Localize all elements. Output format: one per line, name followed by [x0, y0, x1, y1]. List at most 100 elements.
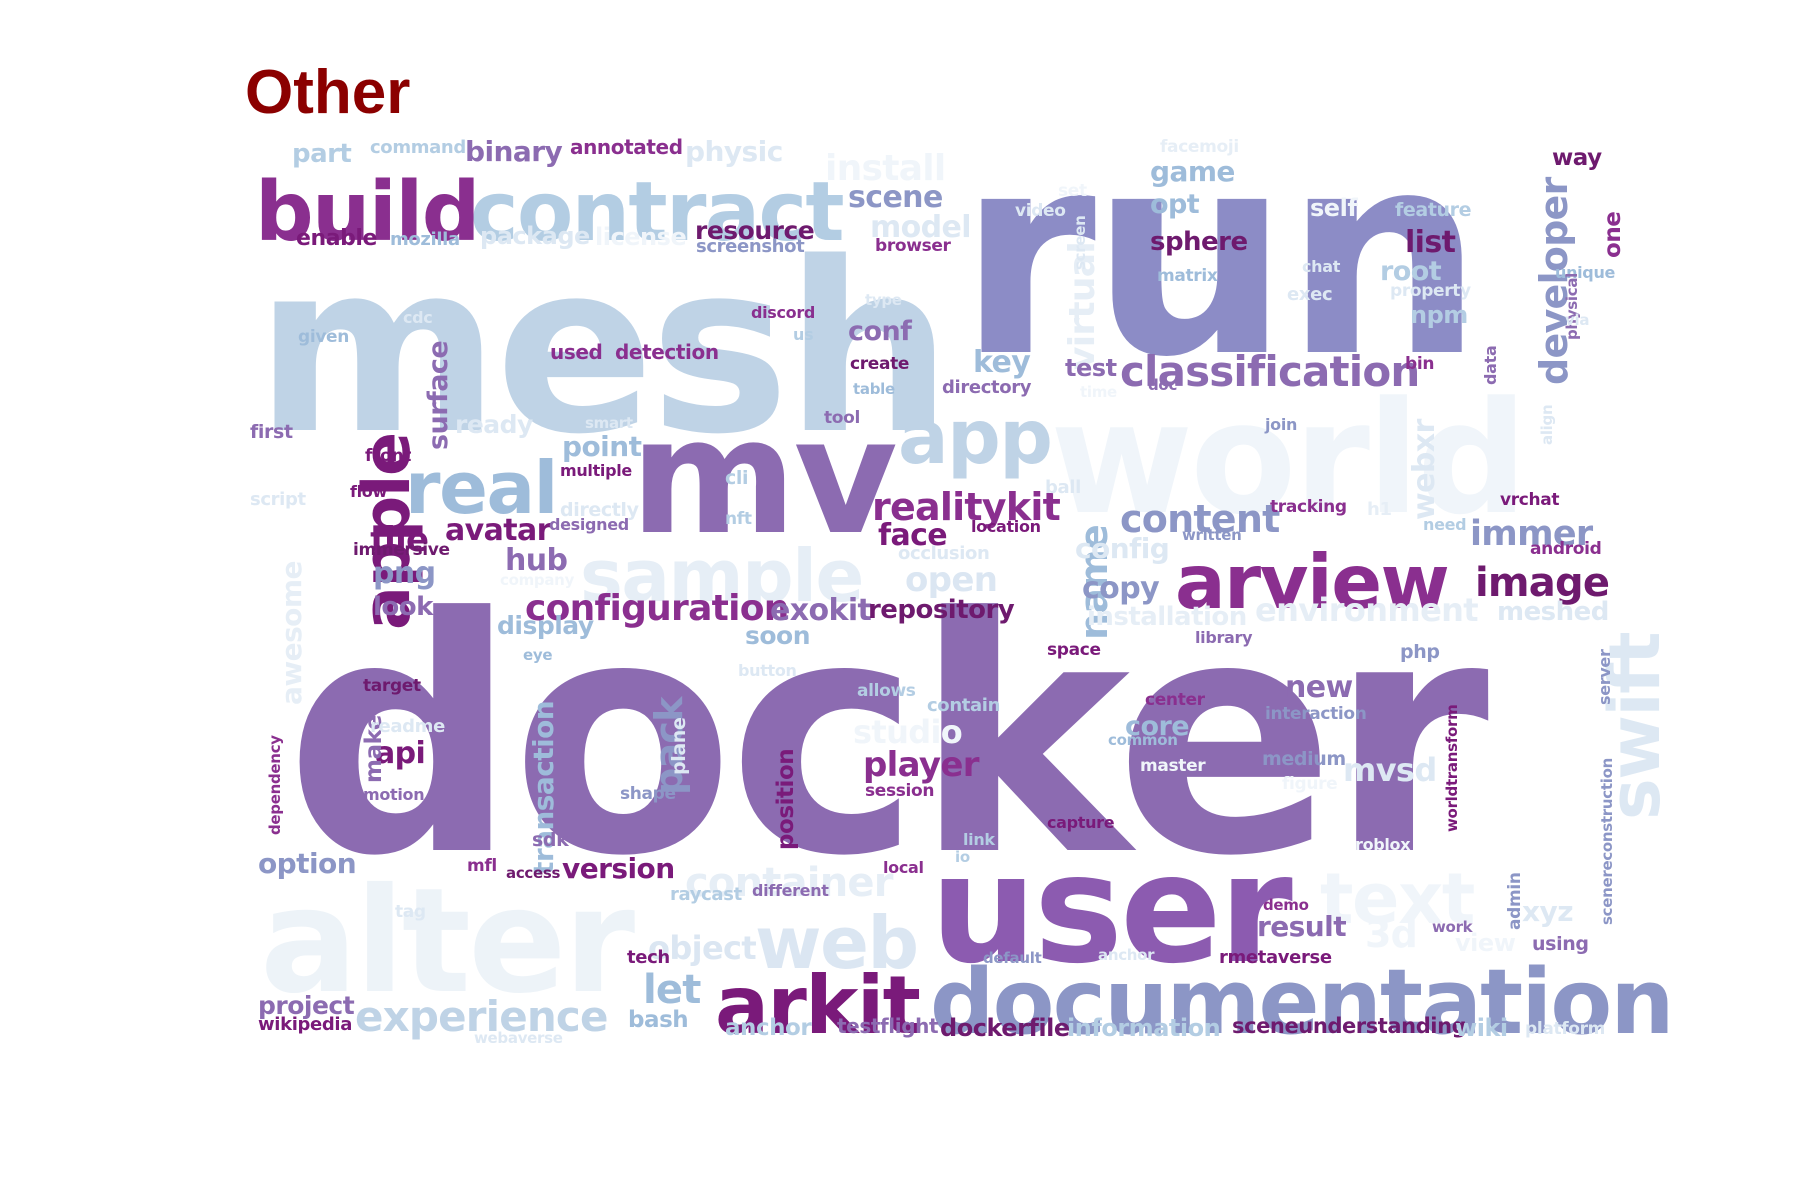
word-api: api: [375, 736, 426, 771]
word-world: world: [1050, 368, 1528, 549]
word-arkit: arkit: [715, 959, 921, 1052]
word-web: web: [755, 901, 919, 986]
word-resource: resource: [695, 216, 815, 245]
word-environment: environment: [1255, 591, 1479, 630]
word-need: need: [1423, 515, 1467, 535]
word-testflight: testflight: [837, 1014, 939, 1038]
word-flow: flow: [350, 482, 387, 502]
word-list: list: [1405, 225, 1456, 260]
word-wikipedia: wikipedia: [258, 1013, 352, 1035]
word-screenshot: screenshot: [696, 235, 805, 257]
word-face: face: [878, 518, 948, 553]
word-surface: surface: [423, 340, 454, 450]
word-file: file: [370, 519, 429, 560]
word-ready: ready: [455, 410, 533, 439]
word-session: session: [865, 781, 935, 802]
word-medium: medium: [1262, 747, 1346, 770]
word-open: open: [905, 559, 998, 600]
word-text: text: [1320, 858, 1475, 940]
word-3d: 3d: [1365, 911, 1418, 956]
word-scene: scene: [848, 180, 943, 215]
word-sample: sample: [580, 534, 864, 619]
word-self: self: [1310, 193, 1358, 222]
word-user: user: [930, 823, 1293, 997]
word-physical: physical: [1563, 272, 1581, 340]
word-via: via: [1565, 311, 1590, 329]
word-documentation: documentation: [930, 950, 1675, 1055]
word-space: space: [1047, 640, 1101, 661]
word-core: core: [1125, 711, 1190, 743]
word-image: image: [1475, 560, 1610, 606]
word-front: front: [365, 446, 411, 467]
word-app: app: [898, 393, 1053, 481]
word-npm: npm: [1410, 300, 1468, 329]
word-tag: tag: [395, 902, 426, 923]
word-let: let: [643, 967, 701, 1013]
word-install: install: [825, 148, 946, 190]
word-enable: enable: [296, 226, 377, 252]
word-real: real: [405, 446, 558, 531]
word-multiple: multiple: [560, 461, 632, 481]
word-vrchat: vrchat: [1500, 490, 1560, 511]
word-build: build: [255, 165, 480, 261]
word-one: one: [1600, 211, 1626, 258]
word-mfl: mfl: [467, 856, 497, 877]
word-align: align: [1538, 404, 1556, 445]
word-data: data: [1481, 345, 1500, 385]
word-master: master: [1140, 756, 1206, 777]
word-tech: tech: [627, 946, 670, 968]
word-company: company: [500, 571, 575, 589]
word-property: property: [1390, 281, 1471, 302]
word-wiki: wiki: [1455, 1013, 1508, 1042]
word-access: access: [506, 864, 561, 882]
word-center: center: [1145, 690, 1205, 711]
word-docker: docker: [285, 548, 1489, 927]
word-rmetaverse: rmetaverse: [1219, 946, 1332, 968]
word-unique: unique: [1555, 263, 1616, 283]
word-result: result: [1257, 909, 1347, 943]
word-browser: browser: [875, 236, 951, 257]
word-using: using: [1532, 932, 1589, 955]
word-mesh: mesh: [255, 213, 952, 486]
word-exec: exec: [1287, 283, 1333, 305]
word-anchor-192: anchor: [1098, 946, 1155, 964]
word-experience: experience: [355, 992, 608, 1042]
word-command: command: [370, 136, 466, 158]
word-detection: detection: [615, 340, 719, 364]
word-android: android: [1530, 539, 1602, 560]
word-join: join: [1265, 415, 1298, 435]
word-meshed: meshed: [1497, 597, 1609, 628]
word-bin: bin: [1405, 354, 1435, 375]
word-annotated: annotated: [570, 135, 683, 159]
word-package: package: [480, 221, 590, 250]
word-contract: contract: [470, 165, 845, 261]
word-exokit: exokit: [770, 593, 872, 628]
word-anchor: anchor: [725, 1014, 812, 1041]
word-dockerfile: dockerfile: [940, 1013, 1070, 1042]
word-version: version: [562, 851, 675, 885]
word-capture: capture: [1047, 813, 1115, 833]
word-cli: cli: [725, 466, 749, 489]
word-run: run: [958, 93, 1484, 419]
word-chat: chat: [1302, 257, 1341, 277]
word-new: new: [1285, 670, 1353, 705]
word-physic: physic: [685, 134, 783, 168]
word-directory: directory: [942, 376, 1032, 398]
word-directly: directly: [560, 498, 639, 521]
word-webxr: webxr: [1407, 419, 1442, 520]
word-common: common: [1108, 731, 1178, 749]
word-php: php: [1400, 640, 1440, 663]
word-link: link: [963, 830, 995, 850]
word-roblox: roblox: [1355, 835, 1411, 855]
word-position: position: [773, 748, 799, 850]
word-dependency: dependency: [266, 735, 284, 835]
word-occlusion: occlusion: [898, 542, 990, 564]
word-demo: demo: [1263, 896, 1309, 914]
word-set: set: [1058, 181, 1087, 202]
word-installation: installation: [1087, 602, 1247, 633]
word-worldtransform: worldtransform: [1443, 704, 1461, 832]
word-sphere: sphere: [1150, 227, 1248, 258]
word-motion: motion: [363, 785, 425, 805]
word-platform: platform: [1525, 1019, 1606, 1040]
